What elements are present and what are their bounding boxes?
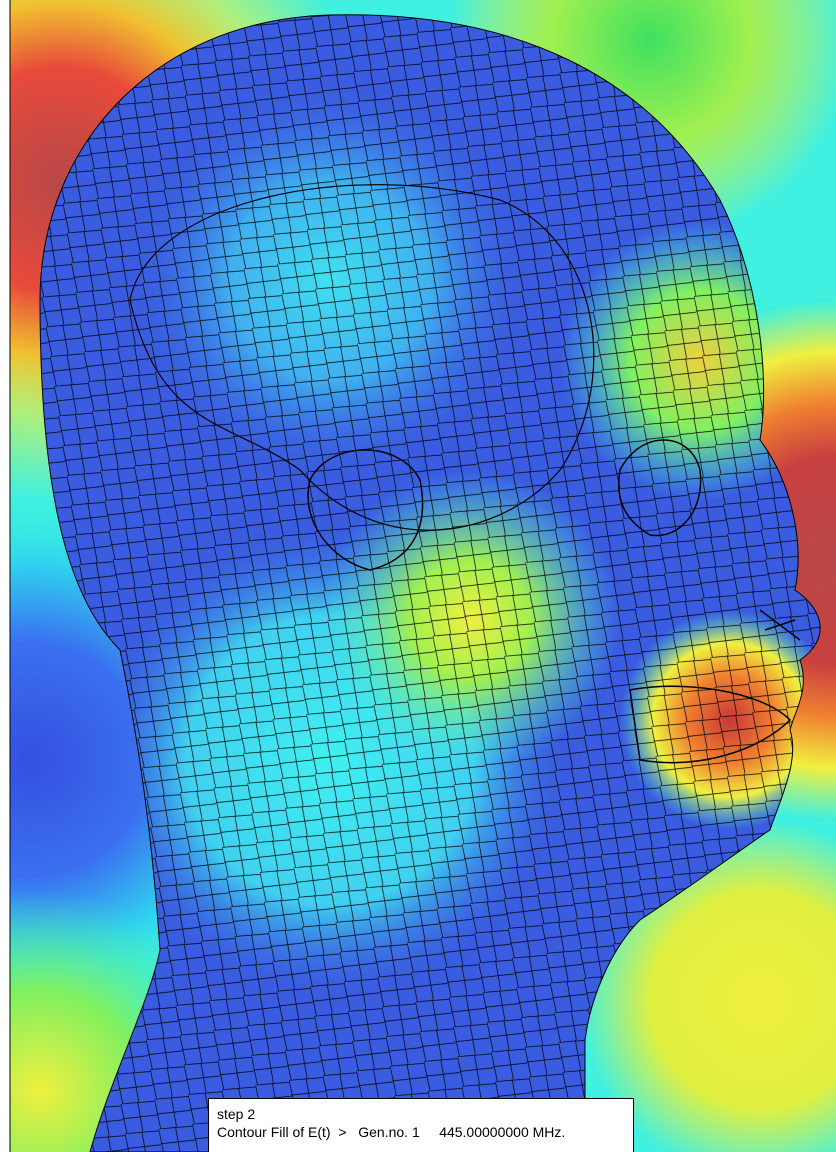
field-visualization: [0, 0, 836, 1152]
description: Contour Fill of E(t): [217, 1124, 331, 1140]
caption-box: step 2 Contour Fill of E(t) > Gen.no. 1 …: [208, 1098, 634, 1152]
frequency: 445.00000000 MHz.: [439, 1124, 565, 1140]
page: step 2 Contour Fill of E(t) > Gen.no. 1 …: [0, 0, 836, 1152]
caption-line: Contour Fill of E(t) > Gen.no. 1 445.000…: [217, 1123, 625, 1141]
generator: Gen.no. 1: [358, 1124, 420, 1140]
step-label: step 2: [217, 1105, 625, 1123]
separator: >: [338, 1124, 346, 1140]
